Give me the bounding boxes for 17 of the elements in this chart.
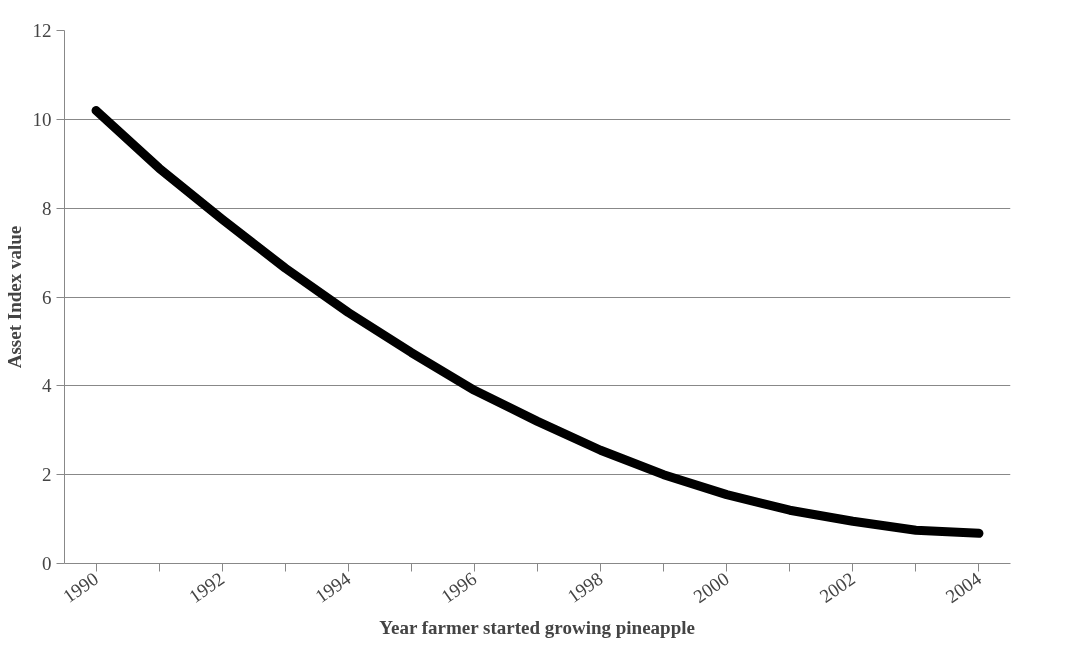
x-axis-title: Year farmer started growing pineapple: [379, 616, 695, 638]
x-tick-label: 1994: [311, 567, 355, 607]
x-tick-label: 2000: [689, 567, 733, 607]
y-tick-label: 12: [32, 20, 52, 41]
x-tick-label: 1998: [563, 567, 607, 607]
y-axis-title: Asset Index value: [3, 225, 25, 369]
y-tick-label: 10: [32, 108, 52, 130]
x-tick-label: 1996: [437, 567, 481, 607]
y-tick-label: 2: [42, 464, 52, 486]
y-tick-label: 8: [42, 197, 52, 219]
y-tick-label: 6: [42, 286, 52, 308]
x-tick-label: 1992: [185, 567, 229, 607]
x-tick-label: 2002: [815, 567, 859, 607]
x-tick-label: 1990: [58, 567, 103, 607]
y-tick-label: 4: [42, 375, 52, 397]
x-tick-label: 2004: [941, 567, 986, 607]
y-tick-label: 0: [42, 553, 52, 574]
